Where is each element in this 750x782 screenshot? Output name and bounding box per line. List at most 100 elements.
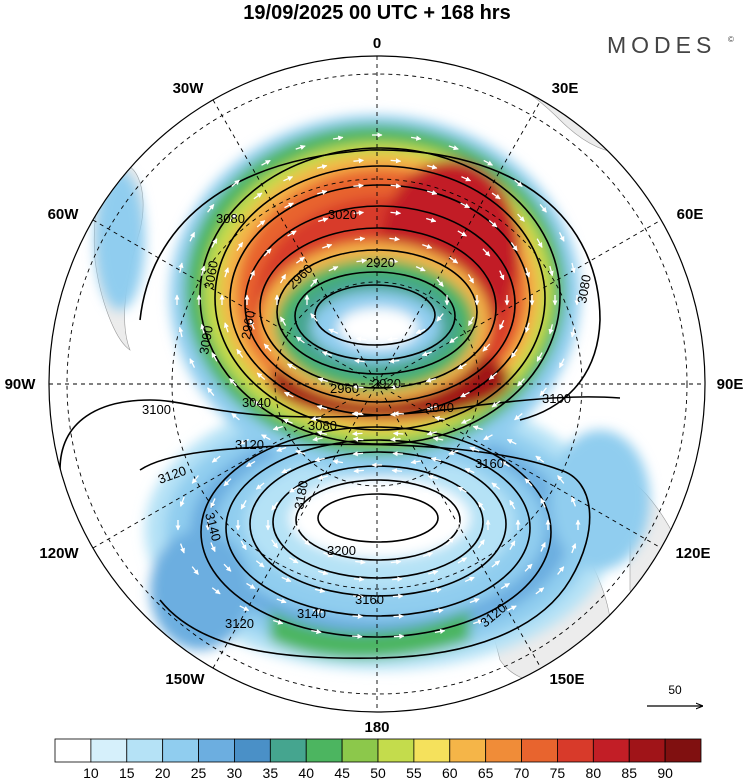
wind-arrow (316, 430, 328, 436)
wind-arrow (483, 159, 493, 166)
colorbar-tick-label: 15 (119, 765, 135, 781)
wind-arrow (211, 587, 221, 595)
wind-arrow (223, 563, 232, 572)
wind-arrow (322, 492, 334, 498)
contour-label: 3120 (235, 437, 264, 452)
wind-arrow (312, 436, 323, 442)
wind-arrow (273, 619, 284, 625)
contour-label: 3080 (574, 273, 594, 304)
wind-arrow (390, 559, 402, 565)
wind-arrow (352, 633, 363, 640)
wind-arrow (499, 319, 505, 330)
lon-label-0: 0 (373, 35, 381, 52)
wind-arrow (279, 316, 287, 326)
wind-arrow (332, 135, 344, 141)
wind-arrow (432, 436, 444, 442)
wind-arrow (191, 566, 199, 575)
contour-label: 3140 (202, 511, 224, 543)
colorbar-swatch (90, 738, 128, 763)
wind-arrow (210, 498, 216, 509)
wind-arrow (281, 467, 292, 474)
wind-arrow (239, 605, 250, 612)
contour-label: 3200 (327, 543, 356, 558)
map-disc (49, 56, 705, 712)
colorbar: 10 15 20 25 30 35 40 45 50 55 60 65 70 75 80 85 90 (54, 738, 702, 781)
contour-label: 3100 (142, 402, 171, 417)
graticule (49, 56, 705, 712)
wind-arrow (473, 619, 484, 625)
wind-arrow (570, 262, 576, 274)
latitude-circle (274, 281, 480, 487)
wind-arrow (224, 267, 230, 278)
wind-arrow (482, 248, 491, 257)
contour-label: 2960 (330, 381, 359, 396)
wind-arrow (410, 459, 422, 465)
wind-arrow (246, 582, 256, 590)
wind-arrow (390, 384, 401, 390)
wind-arrow (472, 425, 483, 431)
wind-arrow (301, 504, 310, 513)
wind-arrow (436, 313, 444, 322)
contour-label: 3160 (475, 456, 504, 471)
colorbar-swatch (485, 738, 522, 763)
contour-label: 3100 (542, 391, 571, 406)
colorbar-tick-label: 70 (514, 765, 530, 781)
wind-arrow (422, 552, 434, 558)
brand-logo: MODES (607, 32, 716, 58)
wind-arrow (318, 217, 329, 223)
colorbar-tick-label: 20 (155, 765, 171, 781)
wind-arrow (457, 486, 467, 493)
brand-copyright: © (728, 35, 734, 44)
wind-arrow (514, 412, 523, 421)
wind-arrow (356, 258, 367, 264)
wind-arrow (524, 478, 533, 487)
wind-arrow (317, 189, 328, 195)
wind-arrow (434, 415, 445, 421)
colorbar-swatch (449, 738, 487, 763)
wind-arrow (200, 323, 206, 335)
wind-arrow (211, 238, 218, 248)
wind-arrow (261, 434, 271, 441)
colorbar-tick-label: 45 (334, 765, 350, 781)
wind-arrow (535, 455, 545, 463)
contour-label: 2960 (238, 309, 258, 340)
wind-arrow (509, 499, 516, 510)
wind-arrow (426, 430, 438, 436)
wind-arrow (253, 192, 263, 200)
wind-arrow (352, 436, 364, 442)
wind-arrow (354, 358, 365, 364)
wind-arrow (295, 449, 306, 455)
wind-arrow (536, 352, 543, 362)
wind-arrow (491, 482, 501, 490)
wind-arrow (436, 278, 444, 287)
colorbar-swatch (54, 738, 92, 763)
wind-arrow (229, 213, 237, 222)
map-title: 19/09/2025 00 UTC + 168 hrs (243, 2, 510, 24)
colorbar-swatch (557, 738, 594, 763)
reference-vector: 50 (647, 683, 703, 706)
wind-arrow (355, 559, 366, 565)
wind-arrow (392, 431, 404, 437)
wind-arrow (535, 587, 545, 595)
wind-arrow (271, 501, 279, 511)
wind-arrow (321, 351, 332, 357)
height-contours (59, 147, 621, 660)
wind-arrow (240, 500, 247, 510)
wind-arrow (353, 576, 365, 582)
wind-arrow (434, 628, 446, 635)
wind-arrow (351, 411, 363, 417)
wind-arrow (426, 164, 438, 170)
colorbar-swatch (592, 738, 630, 763)
wind-arrow (448, 450, 459, 456)
wind-arrow (393, 410, 404, 417)
reference-vector-label: 50 (668, 683, 682, 697)
lon-label-120e: 120E (675, 545, 710, 562)
wind-arrow (517, 378, 525, 387)
wind-arrow (353, 183, 364, 189)
wind-arrow (207, 204, 215, 213)
wind-arrow (249, 270, 255, 281)
wind-arrow (246, 460, 256, 468)
wind-arrow (415, 266, 426, 272)
wind-arrow (571, 543, 577, 554)
lon-label-30e: 30E (552, 80, 579, 97)
